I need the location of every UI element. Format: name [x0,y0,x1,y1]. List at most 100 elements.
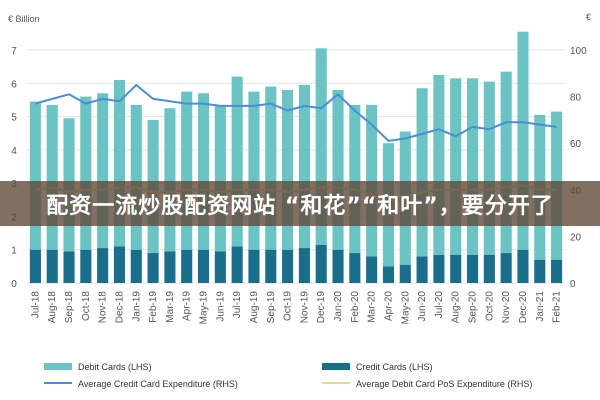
left-tick-label: 5 [11,113,17,124]
x-tick-label: Aug-18 [47,291,58,324]
right-tick-label: 20 [570,232,582,243]
credit-cards-bar [97,248,109,283]
legend-label: Average Credit Card Expenditure (RHS) [78,379,238,389]
x-tick-label: Sep-20 [468,291,479,324]
legend-label: Credit Cards (LHS) [356,362,433,372]
credit-cards-bar [382,266,395,283]
credit-cards-bar [298,248,310,283]
debit-cards-bar [214,104,226,252]
credit-cards-bar [517,249,529,283]
credit-cards-bar [80,249,92,283]
debit-cards-bar [97,93,109,249]
credit-cards-bar [46,249,58,283]
credit-cards-bar [416,256,428,283]
debit-cards-bar [298,84,310,249]
debit-cards-bar [366,104,378,257]
debit-cards-bar [466,78,479,255]
credit-cards-bar [466,254,479,283]
debit-cards-bar [181,91,193,250]
left-tick-label: 1 [11,246,17,257]
credit-cards-bar [399,264,411,283]
x-tick-label: Feb-20 [350,291,361,323]
credit-cards-bar [113,246,126,283]
legend-credit-expenditure: Average Credit Card Expenditure (RHS) [44,379,238,389]
credit-cards-bar [130,249,142,283]
legend-swatch [322,363,350,370]
legend-credit-cards: Credit Cards (LHS) [322,362,433,372]
credit-cards-bar [315,244,327,283]
right-tick-label: 80 [570,93,582,104]
x-tick-label: Oct-19 [283,291,294,321]
credit-cards-bar [63,251,75,283]
credit-cards-bar [265,249,277,283]
x-tick-label: Jan-21 [535,291,546,322]
debit-cards-bar [433,74,445,255]
left-axis-unit: € Billion [8,14,40,24]
legend-debit-pos-expenditure: Average Debit Card PoS Expenditure (RHS) [322,379,532,389]
debit-cards-bar [265,86,277,250]
credit-cards-bar [483,254,495,283]
credit-cards-bar [248,249,260,283]
credit-cards-bar [147,253,159,283]
legend-label: Average Debit Card PoS Expenditure (RHS) [356,379,532,389]
x-tick-label: Sep-19 [266,291,277,324]
x-tick-label: Nov-19 [299,291,310,324]
x-tick-label: May-19 [199,291,210,325]
x-tick-label: Jan-19 [131,291,142,322]
credit-cards-bar [450,254,462,283]
legend-swatch [44,363,72,370]
credit-cards-bar [231,246,243,283]
right-tick-label: 100 [570,46,587,57]
debit-cards-bar [349,104,361,254]
debit-cards-bar [450,78,462,255]
credit-cards-bar [551,259,563,283]
left-tick-label: 6 [11,79,17,90]
legend: Debit Cards (LHS) Credit Cards (LHS) Avera… [44,362,532,389]
debit-cards-bar [517,31,529,250]
x-tick-label: Dec-18 [114,291,125,324]
left-tick-label: 0 [11,279,17,290]
credit-cards-bar [332,249,344,283]
x-tick-label: Apr-19 [182,291,193,321]
left-tick-label: 7 [11,46,17,57]
x-tick-label: Apr-20 [383,291,394,321]
debit-cards-bar [483,81,495,255]
credit-cards-bar [534,259,546,283]
x-tick-label: Mar-19 [165,291,176,323]
x-tick-label: Jun-19 [215,291,226,322]
credit-cards-bar [29,249,41,283]
debit-cards-bar [197,93,210,250]
credit-cards-bar [181,249,193,283]
debit-cards-bar [248,91,260,250]
debit-cards-bar [80,96,92,250]
x-tick-label: Jul-18 [30,291,41,319]
left-axis: 01234567 [11,46,17,290]
credit-cards-bar [433,254,445,283]
x-tick-label: Feb-19 [148,291,159,323]
x-tick-label: Nov-20 [501,291,512,324]
debit-cards-bar [231,76,243,247]
x-tick-label: Mar-20 [367,291,378,323]
banner-text: 配资一流炒股配资网站 “和花”“和叶”，要分开了 [46,193,554,219]
x-tick-label: Jan-20 [333,291,344,322]
debit-cards-bar [416,88,428,257]
x-tick-label: Jun-20 [417,291,428,322]
x-tick-label: Aug-20 [451,291,462,324]
credit-cards-bar [214,251,226,283]
debit-cards-bar [315,48,327,245]
x-tick-label: Oct-20 [484,291,495,321]
debit-cards-bar [332,89,344,250]
bar-series-group [29,31,563,283]
right-axis: 020406080100 [570,46,587,290]
debit-cards-bar [130,104,142,250]
debit-cards-bar [282,89,294,250]
credit-cards-bar [500,253,512,283]
credit-cards-bar [366,256,378,283]
x-tick-label: Nov-18 [98,291,109,324]
x-tick-label: Dec-20 [518,291,529,324]
credit-cards-bar [197,249,210,283]
overlay-banner: 配资一流炒股配资网站 “和花”“和叶”，要分开了 [0,181,600,226]
credit-cards-bar [349,253,361,283]
x-tick-label: Jul-19 [232,291,243,319]
debit-cards-bar [29,101,41,250]
